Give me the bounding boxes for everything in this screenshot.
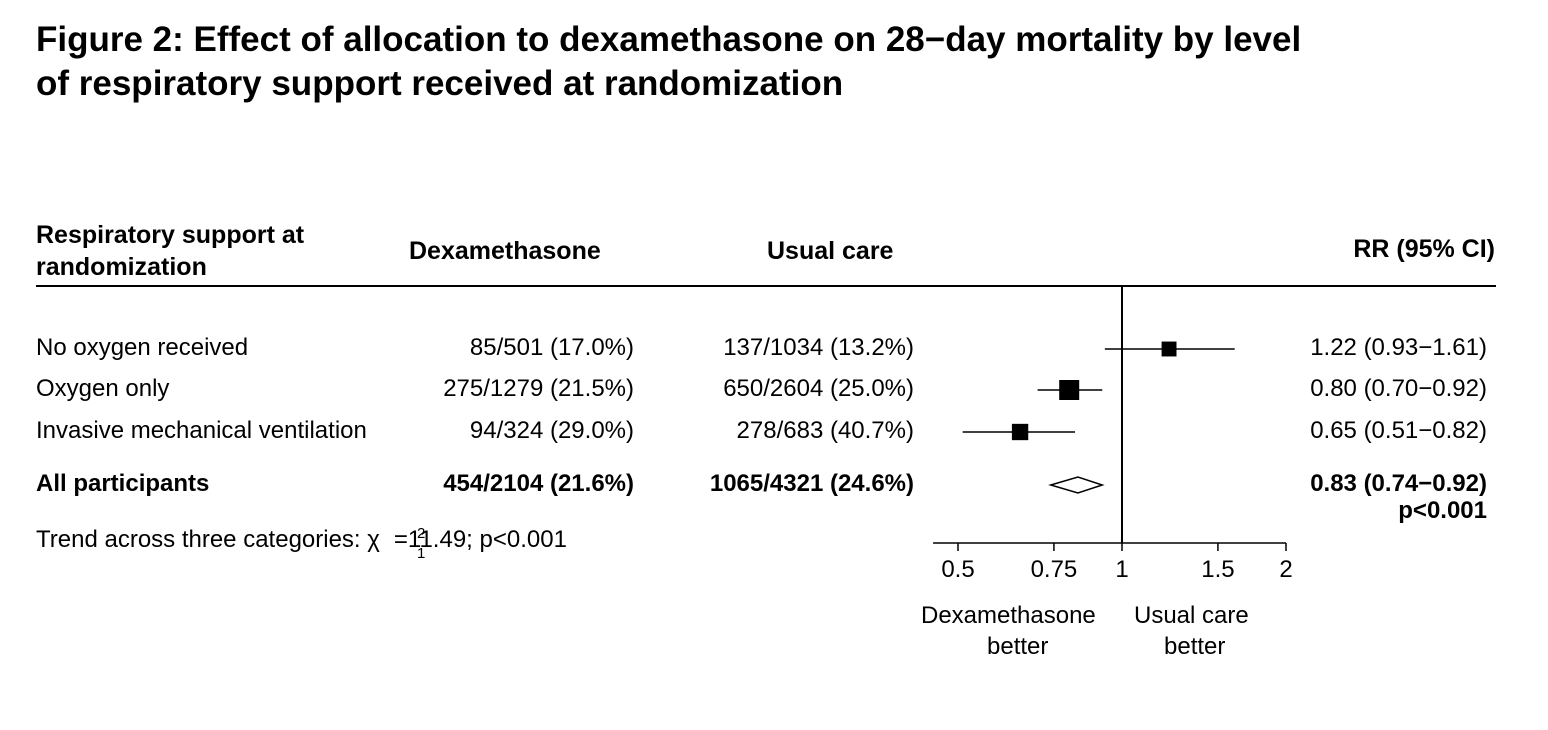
trend-superscript: 2 <box>417 525 426 542</box>
row-rr-no-oxygen: 1.22 (0.93−1.61) <box>1310 334 1487 361</box>
x-tick-label-1: 0.5 <box>941 556 974 583</box>
row-dex-no-oxygen: 85/501 (17.0%) <box>469 334 634 361</box>
overall-rr: 0.83 (0.74−0.92) <box>1310 470 1487 497</box>
row-label-ventilation: Invasive mechanical ventilation <box>36 417 367 444</box>
row-label-no-oxygen: No oxygen received <box>36 334 249 361</box>
x-tick-label-3: 1 <box>1115 556 1128 583</box>
axis-right-label-line1: Usual care <box>1134 602 1249 629</box>
overall-diamond <box>1048 476 1105 494</box>
header-rule <box>36 285 1496 287</box>
row-rr-oxygen-only: 0.80 (0.70−0.92) <box>1310 375 1487 402</box>
row-dex-ventilation: 94/324 (29.0%) <box>469 417 634 444</box>
axis-left-label-line2: better <box>987 633 1049 660</box>
overall-usual: 1065/4321 (24.6%) <box>709 470 914 497</box>
row-dex-oxygen-only: 275/1279 (21.5%) <box>443 375 634 402</box>
axis-right-label-line2: better <box>1164 633 1226 660</box>
header-dexamethasone: Dexamethasone <box>409 237 601 265</box>
trend-chi: χ <box>367 526 380 553</box>
row-usual-no-oxygen: 137/1034 (13.2%) <box>723 334 914 361</box>
header-group-line1: Respiratory support at <box>36 221 305 249</box>
row-rr-ventilation: 0.65 (0.51−0.82) <box>1310 417 1487 444</box>
header-group-line2: randomization <box>36 253 207 281</box>
estimate-box-1 <box>1161 341 1177 357</box>
header-usual-care: Usual care <box>767 237 894 265</box>
overall-p-value: p<0.001 <box>1398 497 1487 524</box>
x-tick-label-4: 1.5 <box>1201 556 1234 583</box>
trend-suffix: =11.49; p<0.001 <box>393 526 567 553</box>
trend-subscript: 1 <box>417 545 426 562</box>
header-rr: RR (95% CI) <box>1353 235 1495 263</box>
x-tick-label-2: 0.75 <box>1031 556 1078 583</box>
estimate-box-2 <box>1059 380 1080 400</box>
row-usual-oxygen-only: 650/2604 (25.0%) <box>723 375 914 402</box>
figure-title-line2: of respiratory support received at rando… <box>36 64 844 103</box>
trend-prefix: Trend across three categories: <box>36 526 368 553</box>
trend-test: Trend across three categories: χ =11.49; … <box>36 526 567 554</box>
x-tick-label-5: 2 <box>1279 556 1292 583</box>
overall-dex: 454/2104 (21.6%) <box>443 470 634 497</box>
figure-title-line1: Figure 2: Effect of allocation to dexame… <box>36 20 1302 59</box>
axis-left-label-line1: Dexamethasone <box>921 602 1096 629</box>
estimate-box-3 <box>1011 423 1029 441</box>
overall-label: All participants <box>36 470 210 497</box>
row-usual-ventilation: 278/683 (40.7%) <box>736 417 914 444</box>
row-label-oxygen-only: Oxygen only <box>36 375 170 402</box>
